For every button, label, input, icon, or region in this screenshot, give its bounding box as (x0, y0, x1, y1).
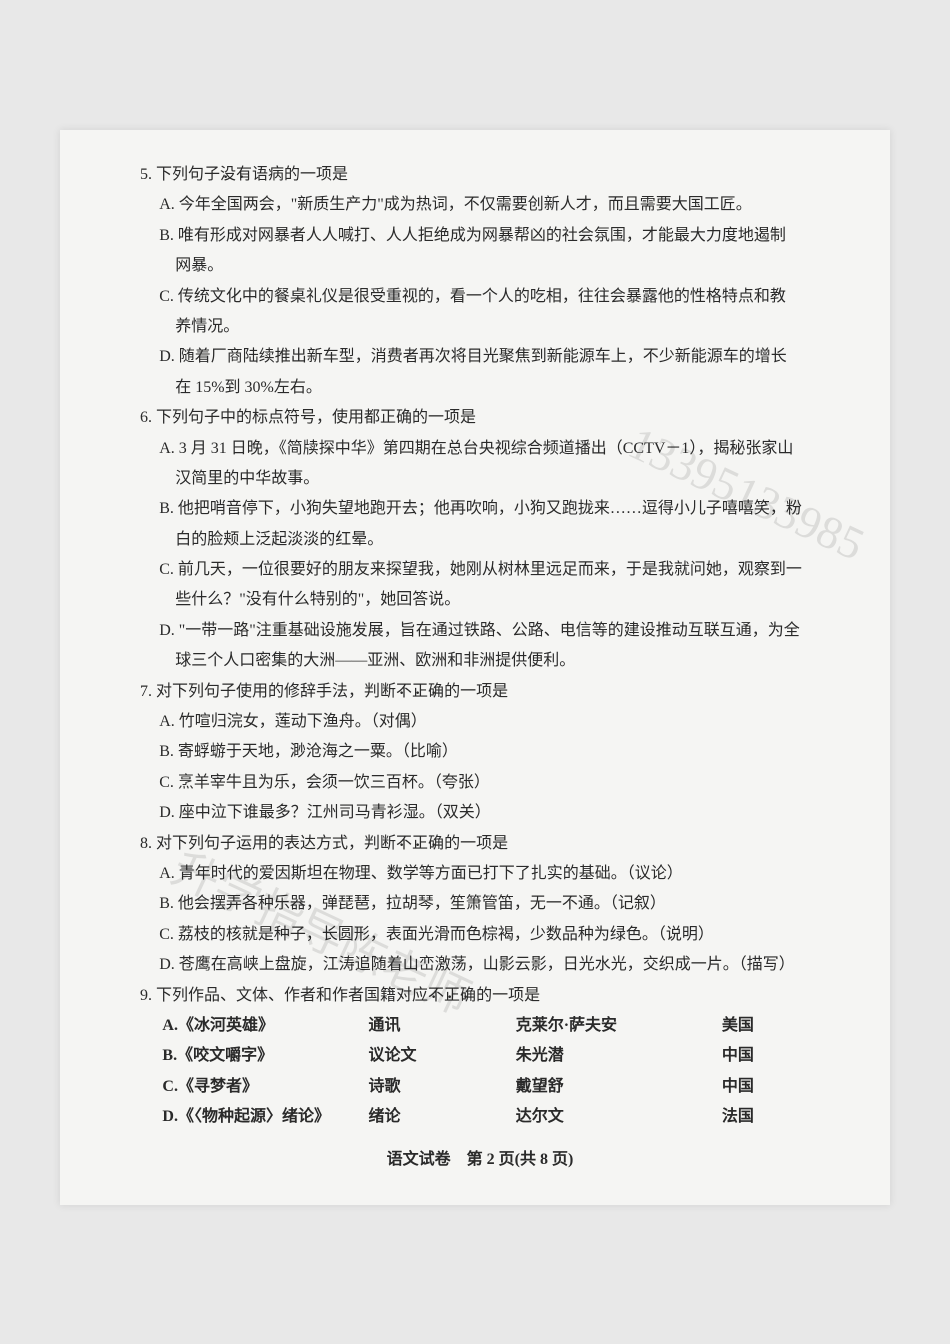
q9-b-author: 朱光潜 (516, 1041, 722, 1071)
q9-d-author: 达尔文 (516, 1102, 722, 1132)
q9-b-genre: 议论文 (369, 1041, 516, 1071)
q6-option-b: B. 他把哨音停下，小狗失望地跑开去；他再吹响，小狗又跑拢来……逗得小儿子嘻嘻笑… (143, 494, 820, 524)
q9-row-d: D.《〈物种起源〉绪论》 绪论 达尔文 法国 (140, 1102, 820, 1132)
q9-a-nation: 美国 (722, 1011, 820, 1041)
q9-row-c: C.《寻梦者》 诗歌 戴望舒 中国 (140, 1072, 820, 1102)
q5-option-c-cont: 养情况。 (140, 312, 820, 342)
q5-stem-post: 语病的一项是 (252, 166, 348, 183)
q6-stem: 6. 下列句子中的标点符号，使用都正确的一项是 (140, 403, 820, 433)
q6-option-d-cont: 球三个人口密集的大洲——亚洲、欧洲和非洲提供便利。 (140, 646, 820, 676)
emphasis-dot: 确 (428, 683, 444, 700)
q9-c-genre: 诗歌 (369, 1072, 516, 1102)
q5-option-d-cont: 在 15%到 30%左右。 (140, 373, 820, 403)
emphasis-dot: 确 (428, 835, 444, 852)
q6-option-a: A. 3 月 31 日晚，《简牍探中华》第四期在总台央视综合频道播出（CCTV－… (143, 434, 820, 464)
q9-a-work: A.《冰河英雄》 (162, 1011, 368, 1041)
emphasis-dot: 正 (412, 835, 428, 852)
q7-option-a: A. 竹喧归浣女，莲动下渔舟。（对偶） (143, 707, 820, 737)
emphasis-dot: 有 (236, 166, 252, 183)
q5-option-b: B. 唯有形成对网暴者人人喊打、人人拒绝成为网暴帮凶的社会氛围，才能最大力度地遏… (143, 221, 820, 251)
q9-c-nation: 中国 (722, 1072, 820, 1102)
q6-option-d: D. "一带一路"注重基础设施发展，旨在通过铁路、公路、电信等的建设推动互联互通… (143, 616, 820, 646)
q8-option-d: D. 苍鹰在高峡上盘旋，江涛追随着山峦激荡，山影云影，日光水光，交织成一片。（描… (143, 950, 820, 980)
q9-d-work: D.《〈物种起源〉绪论》 (162, 1102, 368, 1132)
q9-a-author: 克莱尔·萨夫安 (516, 1011, 722, 1041)
q8-stem-post: 的一项是 (444, 835, 508, 852)
q5-option-c: C. 传统文化中的餐桌礼仪是很受重视的，看一个人的吃相，往往会暴露他的性格特点和… (143, 282, 820, 312)
emphasis-dot: 不 (428, 987, 444, 1004)
q5-option-b-cont: 网暴。 (140, 251, 820, 281)
q7-option-c: C. 烹羊宰牛且为乐，会须一饮三百杯。（夸张） (143, 768, 820, 798)
q5-option-a: A. 今年全国两会，"新质生产力"成为热词，不仅需要创新人才，而且需要大国工匠。 (143, 190, 820, 220)
q7-stem: 7. 对下列句子使用的修辞手法，判断不正确的一项是 (140, 677, 820, 707)
q9-a-genre: 通讯 (369, 1011, 516, 1041)
q9-d-nation: 法国 (722, 1102, 820, 1132)
q9-c-work: C.《寻梦者》 (162, 1072, 368, 1102)
q8-option-c: C. 荔枝的核就是种子，长圆形，表面光滑而色棕褐，少数品种为绿色。（说明） (143, 920, 820, 950)
q7-option-d: D. 座中泣下谁最多？江州司马青衫湿。（双关） (143, 798, 820, 828)
q5-stem-pre: 5. 下列句子 (140, 166, 220, 183)
q6-option-c: C. 前几天，一位很要好的朋友来探望我，她刚从树林里远足而来，于是我就问她，观察… (143, 555, 820, 585)
q9-c-author: 戴望舒 (516, 1072, 722, 1102)
q8-stem: 8. 对下列句子运用的表达方式，判断不正确的一项是 (140, 829, 820, 859)
page-footer: 语文试卷 第 2 页(共 8 页) (140, 1145, 820, 1175)
exam-page: 5. 下列句子没有语病的一项是 A. 今年全国两会，"新质生产力"成为热词，不仅… (60, 130, 890, 1205)
emphasis-dot: 没 (220, 166, 236, 183)
emphasis-dot: 确 (460, 987, 476, 1004)
q6-option-b-cont: 白的脸颊上泛起淡淡的红晕。 (140, 525, 820, 555)
q6-option-c-cont: 些什么？"没有什么特别的"，她回答说。 (140, 585, 820, 615)
q7-option-b: B. 寄蜉蝣于天地，渺沧海之一粟。（比喻） (143, 737, 820, 767)
q8-stem-pre: 8. 对下列句子运用的表达方式，判断 (140, 835, 396, 852)
emphasis-dot: 正 (444, 987, 460, 1004)
q6-option-a-cont: 汉简里的中华故事。 (140, 464, 820, 494)
q9-b-work: B.《咬文嚼字》 (162, 1041, 368, 1071)
q7-stem-pre: 7. 对下列句子使用的修辞手法，判断 (140, 683, 396, 700)
q5-option-d: D. 随着厂商陆续推出新车型，消费者再次将目光聚焦到新能源车上，不少新能源车的增… (143, 342, 820, 372)
q9-stem-post: 的一项是 (476, 987, 540, 1004)
q9-stem: 9. 下列作品、文体、作者和作者国籍对应不正确的一项是 (140, 981, 820, 1011)
q8-option-b: B. 他会摆弄各种乐器，弹琵琶，拉胡琴，笙箫管笛，无一不通。（记叙） (143, 889, 820, 919)
emphasis-dot: 不 (396, 683, 412, 700)
q9-d-genre: 绪论 (369, 1102, 516, 1132)
q9-stem-pre: 9. 下列作品、文体、作者和作者国籍对应 (140, 987, 428, 1004)
q7-stem-post: 的一项是 (444, 683, 508, 700)
emphasis-dot: 不 (396, 835, 412, 852)
q9-b-nation: 中国 (722, 1041, 820, 1071)
emphasis-dot: 正 (412, 683, 428, 700)
q9-row-a: A.《冰河英雄》 通讯 克莱尔·萨夫安 美国 (140, 1011, 820, 1041)
q9-row-b: B.《咬文嚼字》 议论文 朱光潜 中国 (140, 1041, 820, 1071)
q5-stem: 5. 下列句子没有语病的一项是 (140, 160, 820, 190)
q8-option-a: A. 青年时代的爱因斯坦在物理、数学等方面已打下了扎实的基础。（议论） (143, 859, 820, 889)
